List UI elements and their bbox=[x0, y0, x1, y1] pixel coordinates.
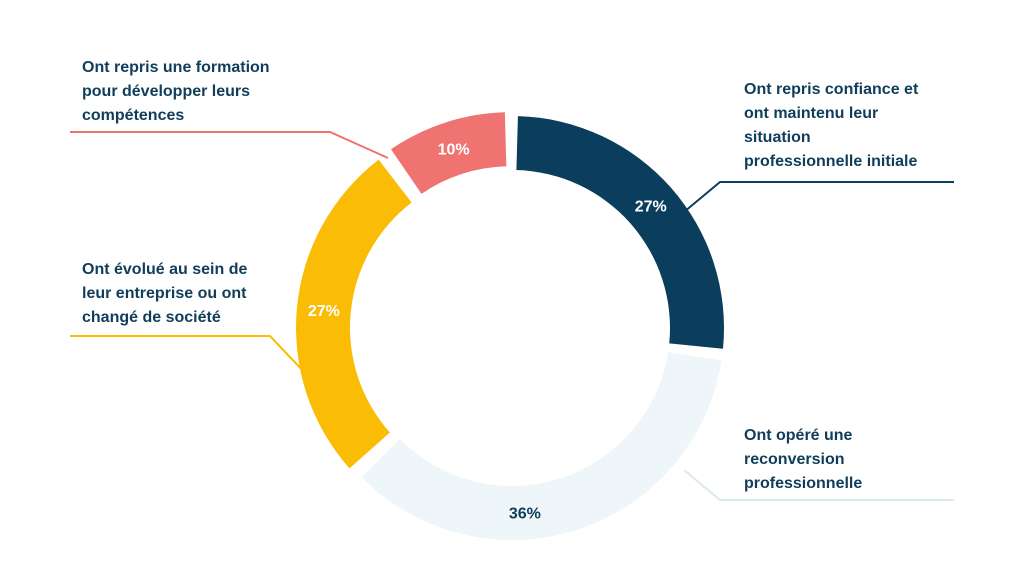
leader-formation bbox=[70, 131, 389, 159]
legend-label-confidence: Ont repris confiance et ont maintenu leu… bbox=[744, 81, 919, 170]
slice-reconversion bbox=[361, 352, 722, 540]
leader-confidence bbox=[683, 181, 954, 213]
percentage-labels: 27% 36% 27% 10% bbox=[308, 141, 667, 522]
pct-label-formation: 10% bbox=[438, 141, 470, 158]
pct-label-reconversion: 36% bbox=[509, 506, 541, 523]
slice-formation bbox=[390, 112, 507, 194]
pct-label-evolution: 27% bbox=[308, 303, 340, 320]
leader-evolution bbox=[70, 335, 307, 375]
legend-label-evolution: Ont évolué au sein de leur entreprise ou… bbox=[82, 261, 248, 326]
pct-label-confidence: 27% bbox=[635, 199, 667, 216]
leader-lines bbox=[70, 131, 954, 501]
donut-slices bbox=[296, 112, 725, 540]
slice-evolution bbox=[296, 159, 412, 469]
legend-label-formation: Ont repris une formation pour développer… bbox=[82, 59, 270, 124]
legend-label-reconversion: Ont opéré une reconversion professionnel… bbox=[744, 427, 863, 492]
slice-confidence bbox=[516, 116, 725, 349]
leader-reconversion bbox=[683, 469, 954, 501]
